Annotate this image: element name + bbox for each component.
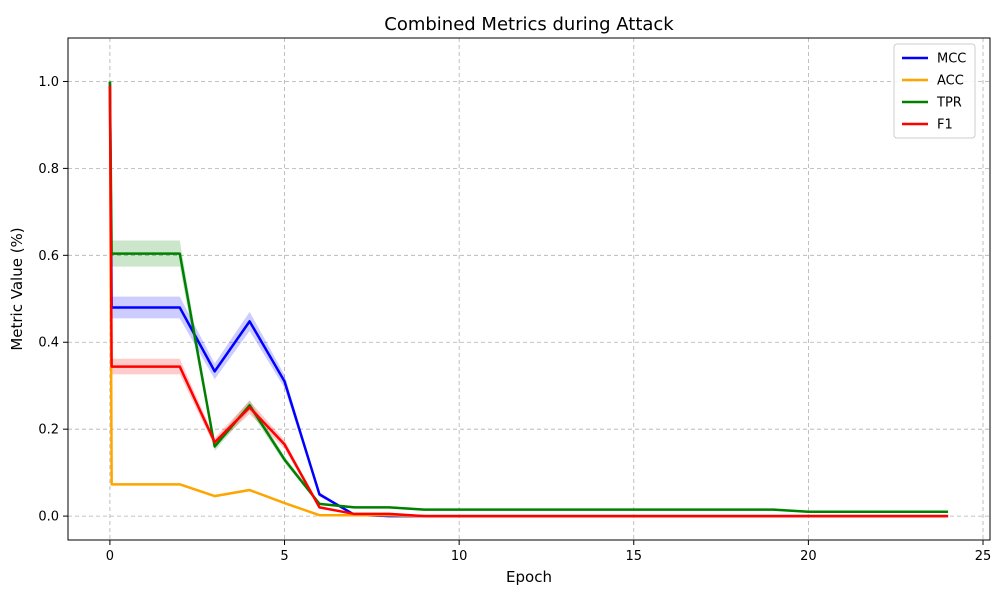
x-tick-label: 0 [106, 549, 114, 564]
legend-box [893, 43, 976, 139]
y-tick-label: 0.6 [38, 249, 59, 264]
plot-frame [67, 37, 991, 541]
x-axis-label: Epoch [506, 568, 552, 586]
axis-ticks: 0 5 10 15 20 25 0.0 0.2 0.4 0.6 0.8 1.0 [38, 75, 991, 564]
y-tick-label: 0.8 [38, 162, 59, 177]
legend: MCC ACC TPR F1 [893, 43, 976, 139]
y-tick-label: 1.0 [38, 75, 59, 90]
y-tick-label: 0.0 [38, 510, 59, 525]
series-lines [108, 81, 949, 518]
x-tick-label: 10 [451, 549, 468, 564]
legend-label-f1: F1 [937, 118, 953, 133]
tpr-line [108, 81, 949, 513]
y-tick-label: 0.4 [38, 336, 59, 351]
legend-label-tpr: TPR [936, 96, 962, 111]
x-tick-label: 15 [625, 549, 642, 564]
x-tick-label: 20 [800, 549, 817, 564]
x-tick-label: 25 [975, 549, 992, 564]
y-tick-label: 0.2 [38, 423, 59, 438]
y-axis-label: Metric Value (%) [8, 227, 26, 350]
x-tick-label: 5 [280, 549, 288, 564]
f1-line [108, 85, 949, 518]
legend-label-acc: ACC [937, 74, 964, 89]
chart-title: Combined Metrics during Attack [384, 14, 674, 35]
legend-label-mcc: MCC [937, 52, 966, 67]
